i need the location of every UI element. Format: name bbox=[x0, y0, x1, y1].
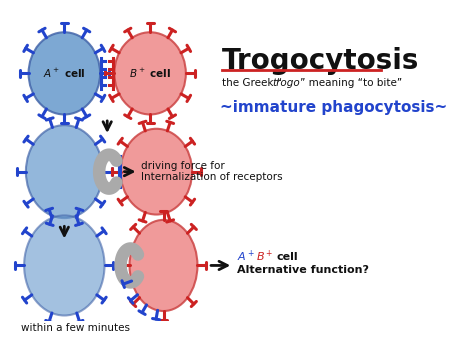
Text: $B^+$ cell: $B^+$ cell bbox=[129, 67, 171, 80]
Text: Trogocytosis: Trogocytosis bbox=[221, 47, 419, 75]
Ellipse shape bbox=[24, 215, 105, 315]
Text: ” meaning “to bite”: ” meaning “to bite” bbox=[299, 78, 402, 88]
Text: $A^+$: $A^+$ bbox=[237, 249, 255, 264]
Ellipse shape bbox=[26, 125, 103, 218]
Text: trogo: trogo bbox=[273, 78, 300, 88]
Text: $A^+$ cell: $A^+$ cell bbox=[43, 67, 86, 80]
Ellipse shape bbox=[114, 32, 186, 115]
Ellipse shape bbox=[28, 32, 100, 115]
Ellipse shape bbox=[129, 220, 198, 311]
Text: ~immature phagocytosis~: ~immature phagocytosis~ bbox=[220, 100, 447, 115]
Text: cell: cell bbox=[276, 252, 298, 262]
Text: the Greek “: the Greek “ bbox=[221, 78, 284, 88]
Ellipse shape bbox=[120, 129, 192, 215]
Text: within a few minutes: within a few minutes bbox=[20, 323, 129, 333]
Text: $B^+$: $B^+$ bbox=[256, 249, 274, 264]
Text: Alternative function?: Alternative function? bbox=[237, 265, 369, 275]
Text: driving force for
Internalization of receptors: driving force for Internalization of rec… bbox=[141, 161, 283, 183]
